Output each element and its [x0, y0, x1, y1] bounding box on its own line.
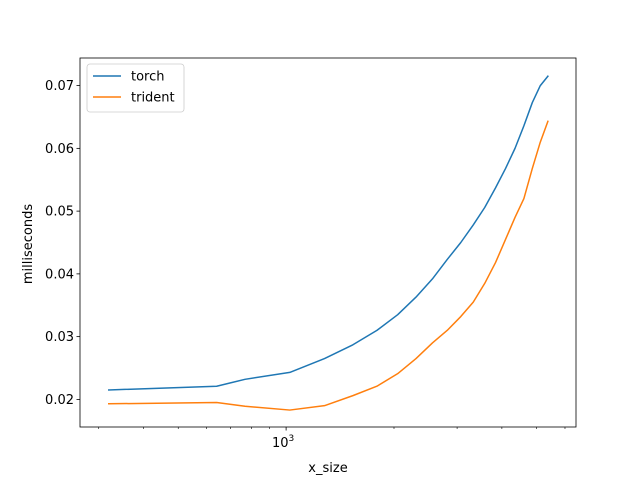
legend-label-torch: torch [131, 70, 165, 85]
legend-label-trident: trident [131, 91, 175, 106]
series-line-torch [107, 75, 549, 391]
plot-area: 0.02 0.03 0.04 0.05 0.06 0.07 103 torch trident [45, 57, 577, 451]
x-tick-label: 103 [272, 434, 294, 451]
y-tick-label: 0.06 [45, 142, 74, 157]
y-tick-label: 0.07 [45, 79, 74, 94]
y-tick-label: 0.04 [45, 267, 74, 282]
y-tick-label: 0.05 [45, 205, 74, 220]
y-tick-label: 0.02 [45, 393, 74, 408]
axes-frame [79, 57, 577, 428]
y-tick-label: 0.03 [45, 330, 74, 345]
y-axis-label: milliseconds [21, 204, 36, 284]
legend: torch trident [86, 63, 185, 113]
x-axis-label: x_size [308, 461, 347, 476]
series-line-trident [108, 120, 549, 411]
